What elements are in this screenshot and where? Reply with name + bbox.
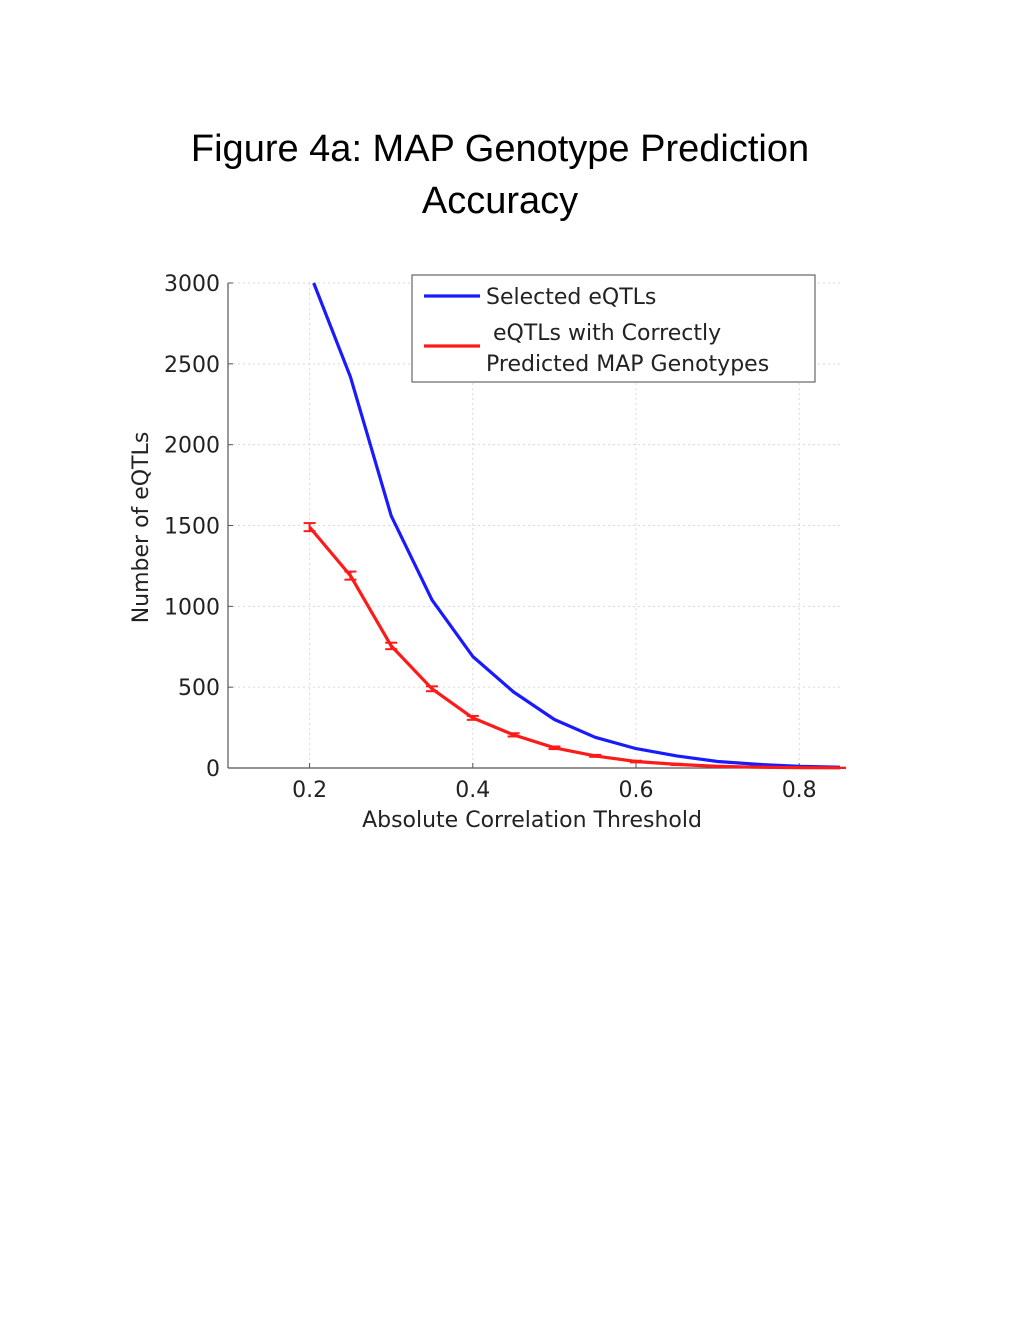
error-bar <box>752 765 765 769</box>
x-axis-label: Absolute Correlation Threshold <box>362 808 702 833</box>
error-bar <box>711 764 724 768</box>
error-bar <box>589 753 602 758</box>
error-bar <box>548 745 561 751</box>
tick-labels: 0.2 0.4 0.6 0.8 0 500 1000 1500 2000 2500 3000 <box>164 272 817 803</box>
error-bar <box>507 732 520 738</box>
error-bar <box>630 759 642 764</box>
series-line-1 <box>312 282 841 769</box>
legend-label-2-line-1: eQTLs with Correctly <box>493 321 721 346</box>
legend-label-2-line-2: Predicted MAP Genotypes <box>486 352 769 377</box>
y-tick-label: 500 <box>178 676 220 701</box>
error-bar <box>670 762 683 767</box>
x-tick-label: 0.8 <box>782 778 817 803</box>
legend: Selected eQTLs eQTLs with Correctly Predic… <box>411 274 816 383</box>
legend-label-1: Selected eQTLs <box>486 285 656 310</box>
error-bar <box>466 714 479 721</box>
series <box>303 282 846 770</box>
x-tick-label: 0.6 <box>619 778 654 803</box>
y-axis-label: Number of eQTLs <box>129 432 154 624</box>
y-tick-label: 1500 <box>164 515 220 540</box>
x-tick-label: 0.2 <box>292 778 327 803</box>
figure-title-line-2: Accuracy <box>421 180 579 222</box>
series-line-2 <box>308 526 841 770</box>
y-tick-label: 3000 <box>164 272 220 297</box>
y-tick-label: 2000 <box>164 434 220 459</box>
error-bar <box>385 641 398 651</box>
figure-title-line-1: Figure 4a: MAP Genotype Prediction <box>190 128 810 170</box>
y-tick-label: 0 <box>206 757 220 782</box>
y-tick-label: 1000 <box>164 595 220 620</box>
error-bar <box>426 685 438 693</box>
error-bar <box>344 570 357 581</box>
y-tick-label: 2500 <box>164 353 220 378</box>
error-bar <box>303 522 316 533</box>
legend-box <box>411 274 816 383</box>
x-tick-label: 0.4 <box>455 778 490 803</box>
